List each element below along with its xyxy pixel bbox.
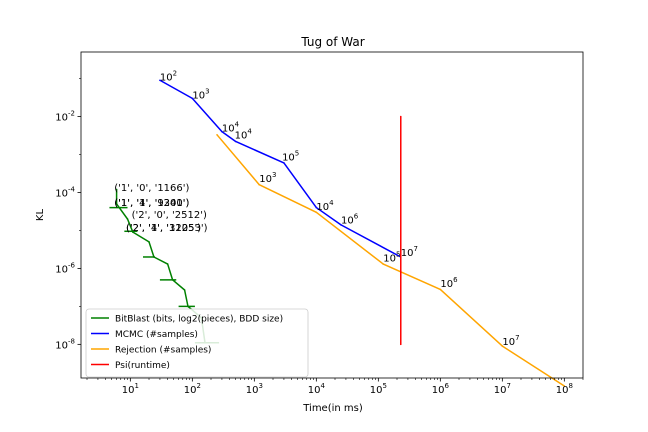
data-label-2-1: 104	[316, 199, 334, 213]
data-label-2-2: 105	[383, 251, 400, 265]
data-label-2-0: 103	[259, 171, 276, 185]
legend-entry-2: Rejection (#samples)	[115, 346, 211, 356]
data-label-1-0: 102	[160, 69, 177, 83]
x-tick-label-3: 104	[308, 382, 326, 396]
data-point-1-0	[159, 79, 161, 82]
x-tick-label-2: 103	[246, 382, 263, 396]
axes: 101 102 103 104 105 106 107 108 10-2 10-4 10-6 10-8	[55, 51, 584, 396]
x-tick-label-6: 107	[494, 382, 511, 396]
data-label-0-4: ('2', '1', '1205')	[126, 223, 201, 234]
data-point-1-5	[315, 206, 318, 209]
data-label-1-3: 104	[235, 128, 253, 142]
series-line-0	[115, 189, 206, 343]
data-point-0-6	[166, 263, 169, 265]
data-label-2-3: 106	[440, 276, 458, 290]
data-point-2-0	[216, 134, 218, 136]
y-tick-label-2: 10-6	[55, 261, 75, 275]
data-point-0-4	[148, 241, 150, 243]
data-point-0-8	[183, 289, 186, 291]
data-point-2-6	[563, 385, 566, 387]
y-tick-label-0: 10-2	[55, 110, 75, 124]
data-label-0-2: ('1', '4', '9301')	[114, 198, 189, 209]
legend-entry-1: MCMC (#samples)	[115, 330, 198, 340]
plot-frame	[80, 51, 584, 379]
data-label-0-1: ('1', '1', '1240')	[114, 198, 189, 209]
data-label-1-6: 107	[401, 245, 418, 259]
series-line-1	[159, 79, 402, 258]
data-label-2-4: 107	[502, 334, 519, 348]
legend: BitBlast (bits, log2(pieces), BDD size) M…	[85, 308, 309, 378]
x-axis-label: Time(in ms)	[302, 403, 363, 414]
data-point-1-3	[234, 140, 237, 143]
data-point-2-2	[315, 211, 318, 214]
data-point-2-3	[382, 263, 385, 265]
data-point-1-2	[221, 130, 223, 133]
data-point-2-5	[501, 345, 504, 347]
y-axis-label: KL	[35, 209, 46, 222]
data-label-0-5: ('2', '4', '31253')	[126, 223, 208, 234]
data-point-1-4	[283, 162, 285, 164]
legend-entry-3: Psi(runtime)	[115, 361, 170, 371]
y-tick-label-3: 10-8	[55, 337, 75, 351]
data-label-1-4: 105	[282, 149, 299, 163]
data-label-0-0: ('1', '0', '1166')	[114, 183, 189, 194]
data-label-1-1: 103	[192, 87, 209, 101]
data-point-1-6	[340, 224, 342, 226]
y-tick-label-1: 10-4	[55, 185, 75, 199]
legend-entry-0: BitBlast (bits, log2(pieces), BDD size)	[115, 315, 283, 325]
data-label-0-3: ('2', '0', '2512')	[132, 210, 207, 221]
data-point-3-0	[399, 115, 402, 118]
data-label-1-2: 104	[222, 121, 240, 135]
data-point-1-1	[191, 97, 194, 100]
data-point-2-4	[439, 288, 442, 291]
legend-box	[85, 308, 309, 378]
x-tick-label-1: 102	[184, 382, 201, 396]
x-tick-label-4: 105	[370, 382, 387, 396]
x-tick-label-7: 108	[556, 382, 573, 396]
chart-title: Tug of War	[300, 35, 364, 49]
x-tick-label-5: 106	[432, 382, 450, 396]
data-point-0-0	[115, 188, 118, 191]
data-point-0-2	[126, 218, 129, 220]
data-point-2-1	[258, 183, 261, 186]
data-label-1-5: 106	[341, 213, 359, 227]
data-point-0-1	[115, 203, 118, 205]
plot-area: ('1', '0', '1166') ('1', '1', '1240')('1'…	[109, 69, 566, 387]
data-point-3-1	[399, 343, 402, 346]
x-tick-label-0: 101	[122, 382, 139, 396]
